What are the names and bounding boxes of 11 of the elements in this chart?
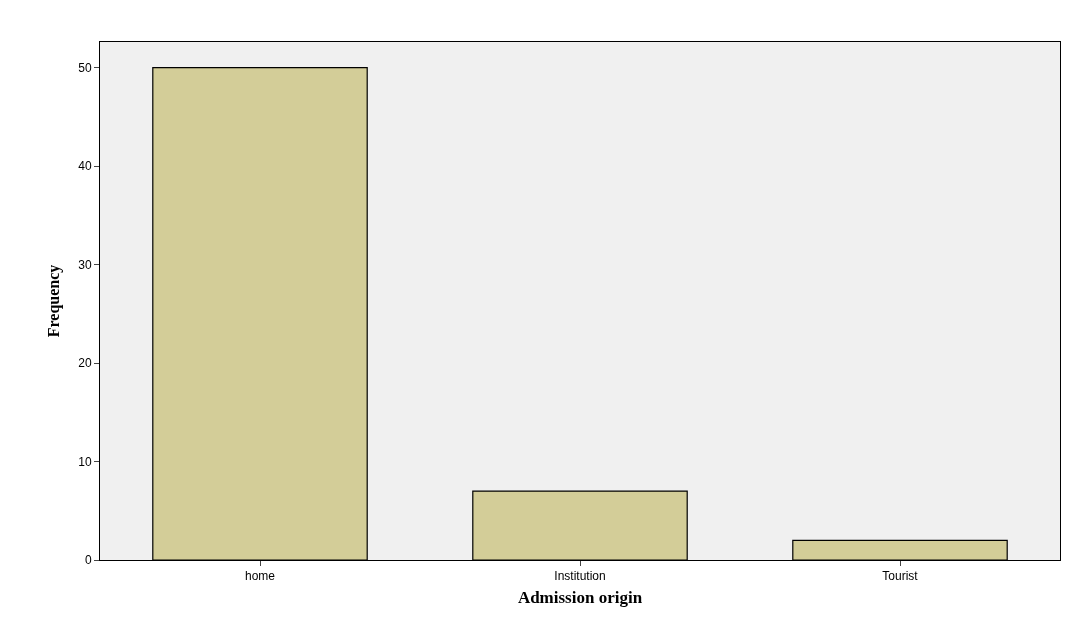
x-tick-label: Institution (554, 569, 606, 584)
y-tick-label: 50 (78, 60, 92, 75)
x-tick-label: Tourist (882, 569, 919, 584)
y-tick-label: 10 (78, 454, 92, 469)
y-tick-label: 40 (78, 159, 92, 174)
x-tick-label: home (244, 569, 276, 584)
x-axis-title: Admission origin (517, 587, 643, 607)
y-axis-title: Frequency (45, 264, 64, 338)
y-tick-label: 30 (78, 257, 92, 272)
y-tick-label: 20 (78, 356, 92, 371)
y-tick-label: 0 (84, 553, 92, 568)
